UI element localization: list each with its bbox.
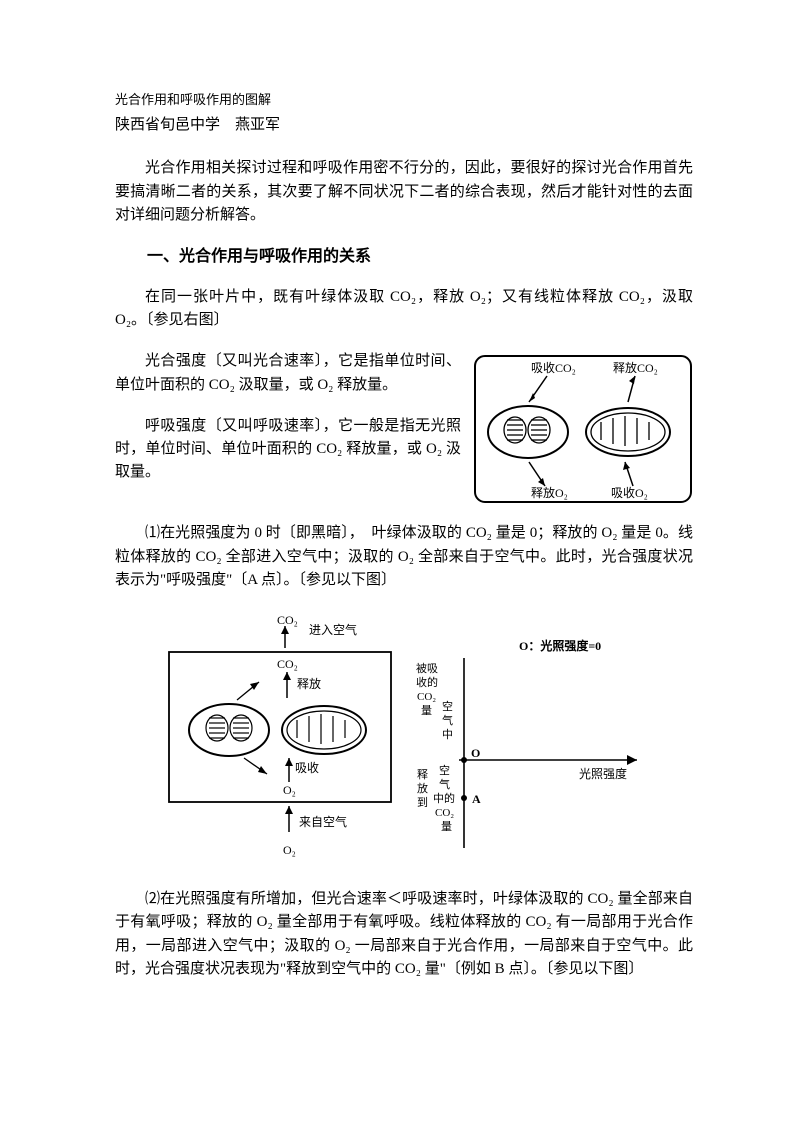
paragraph-4: ⑴在光照强度为 0 时〔即黑暗〕， 叶绿体汲取的 CO₂ 量是 0；释放的 O₂…	[115, 522, 693, 592]
fig2-o2-mid: O₂	[283, 783, 296, 797]
fig2-yu1: 被吸	[416, 662, 438, 675]
fig2-yu2: 收的	[416, 675, 438, 689]
doc-author: 陕西省旬邑中学 燕亚军	[115, 114, 693, 137]
fig2-point-a: A	[472, 792, 481, 806]
figure-1-cell-diagram: 吸收CO₂ 释放CO₂ 释放O₂ 吸收O₂	[473, 354, 693, 504]
document-page: 光合作用和呼吸作用的图解 陕西省旬邑中学 燕亚军 光合作用相关探讨过程和呼吸作用…	[0, 0, 793, 1122]
fig2-co2-top-1: CO₂	[277, 613, 298, 627]
fig2-yu3: CO₂	[417, 691, 436, 703]
fig2-yl4: CO₂	[435, 807, 454, 819]
fig2-o2-bottom: O₂	[283, 843, 296, 857]
fig2-ym3: 中	[442, 728, 453, 741]
fig2-yl2: 气	[439, 777, 450, 791]
fig2-axis-note: O：光照强度=0	[519, 638, 601, 653]
fig2-yu4: 量	[421, 704, 432, 717]
intro-paragraph: 光合作用相关探讨过程和呼吸作用密不行分的，因此，要很好的探讨光合作用首先要搞清晰…	[115, 157, 693, 227]
paragraph-5: ⑵在光照强度有所增加，但光合速率＜呼吸速率时，叶绿体汲取的 CO₂ 量全部来自于…	[115, 888, 693, 981]
fig2-enter-air: 进入空气	[309, 622, 357, 637]
fig2-yl5: 量	[441, 820, 452, 833]
fig2-yl1: 空	[439, 763, 450, 777]
fig2-from-air: 来自空气	[299, 814, 347, 829]
fig2-ym1: 空	[442, 699, 453, 713]
fig2-co2-mid: CO₂	[277, 657, 298, 671]
doc-title: 光合作用和呼吸作用的图解	[115, 90, 693, 110]
fig1-label-absorb-o2: 吸收O₂	[611, 486, 648, 500]
fig2-yl3: 中的	[433, 791, 455, 805]
fig2-ym2: 气	[442, 713, 453, 727]
fig2-origin: O	[471, 746, 480, 760]
fig2-release: 释放	[297, 676, 321, 691]
fig2-x-axis: 光照强度	[579, 766, 627, 781]
fig2-ylp3: 到	[417, 796, 428, 809]
section-1-heading: 一、光合作用与呼吸作用的关系	[115, 245, 693, 270]
fig2-ylp2: 放	[417, 781, 428, 795]
paragraph-1: 在同一张叶片中，既有叶绿体汲取 CO₂，释放 O₂；又有线粒体释放 CO₂，汲取…	[115, 286, 693, 333]
fig1-label-release-co2: 释放CO₂	[613, 360, 658, 375]
fig1-label-release-o2: 释放O₂	[531, 485, 568, 500]
fig1-label-absorb-co2: 吸收CO₂	[531, 361, 576, 375]
fig2-ylp1: 释	[417, 768, 428, 781]
fig2-absorb: 吸收	[295, 761, 319, 775]
figure-2-diagram-and-graph: CO₂ 进入空气 CO₂ 释放 吸收 O₂ 来自空气 O₂	[159, 610, 649, 870]
